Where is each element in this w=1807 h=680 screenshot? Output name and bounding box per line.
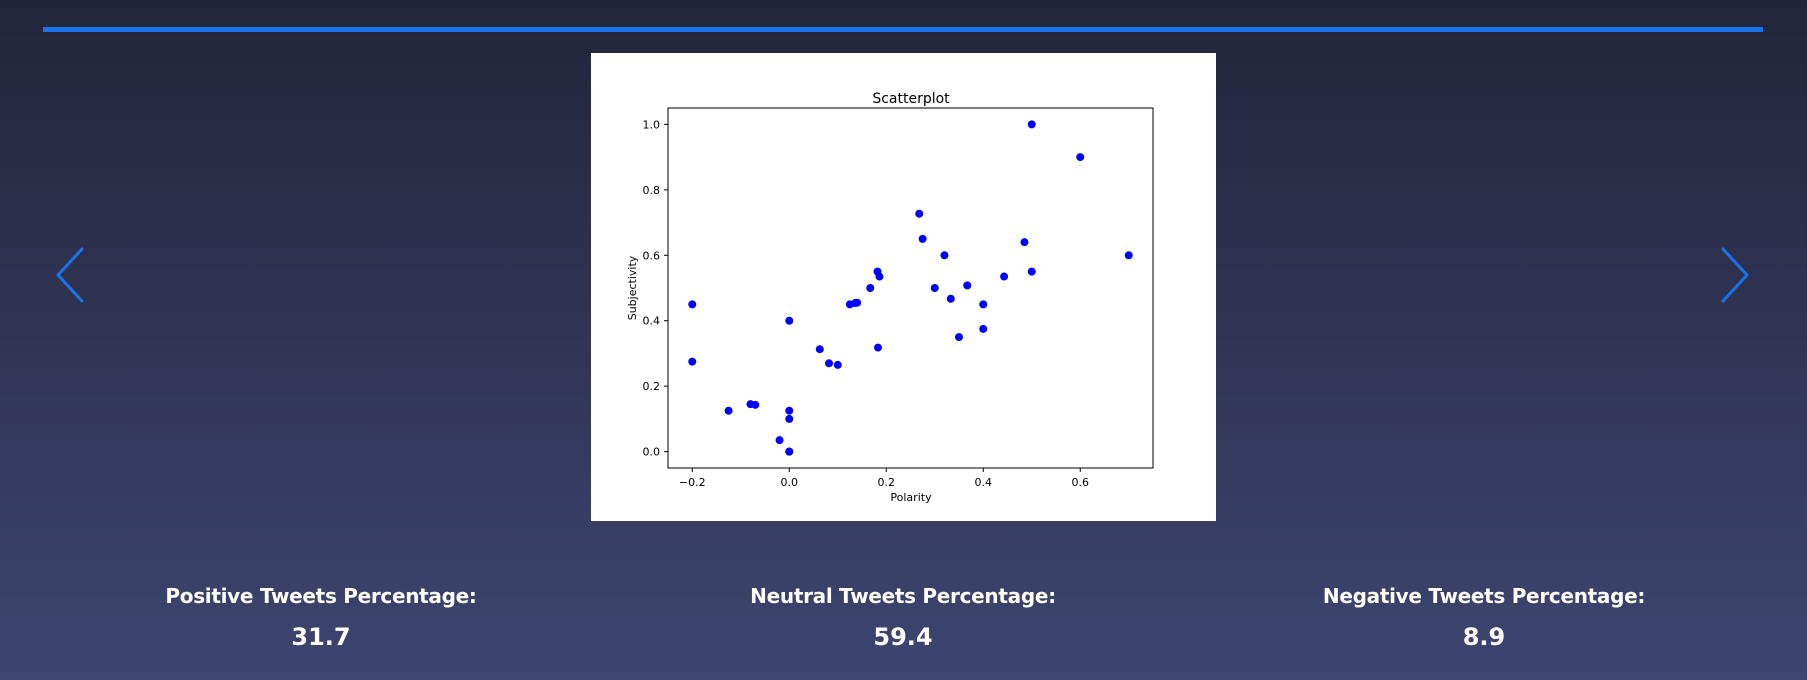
scatter-point	[785, 414, 794, 423]
positive-stat: Positive Tweets Percentage: 31.7	[71, 582, 571, 652]
plot-frame	[667, 107, 1154, 469]
positive-label: Positive Tweets Percentage:	[165, 584, 477, 608]
y-tick-label: 0.2	[643, 380, 661, 393]
scatter-point	[963, 281, 972, 290]
scatter-point	[833, 360, 842, 369]
scatter-point	[979, 324, 988, 333]
chevron-right-icon	[1721, 247, 1749, 303]
y-tick-label: 0.4	[643, 315, 661, 328]
scatter-point	[1076, 153, 1085, 162]
negative-stat: Negative Tweets Percentage: 8.9	[1234, 582, 1734, 652]
scatterplot-chart: Scatterplot −0.2 0.0 0.2 0.4 0.6 0.0 0.2 0.4 0.6…	[626, 91, 1154, 504]
scatter-point	[688, 357, 697, 366]
y-axis-label: Subjectivity	[626, 255, 639, 320]
scatter-point	[1027, 120, 1036, 129]
carousel-next-button[interactable]	[1713, 245, 1753, 305]
x-tick-label: 0.2	[878, 476, 896, 489]
scatter-point	[815, 345, 824, 354]
scatter-point	[785, 447, 794, 456]
scatter-point	[866, 284, 875, 292]
scatter-point	[955, 333, 963, 342]
scatter-point	[979, 300, 988, 309]
x-tick-label: −0.2	[679, 476, 706, 489]
scatter-point	[1000, 272, 1009, 281]
scatter-point	[874, 343, 883, 352]
scatter-point	[1124, 251, 1133, 260]
chart-title: Scatterplot	[872, 91, 950, 107]
x-axis-label: Polarity	[890, 491, 932, 504]
axes: −0.2 0.0 0.2 0.4 0.6 0.0 0.2 0.4 0.6 0.8 1.0	[643, 118, 1090, 489]
x-tick-label: 0.6	[1072, 476, 1090, 489]
chevron-left-icon	[56, 247, 84, 303]
scatter-point	[785, 406, 794, 415]
scatter-point	[875, 272, 884, 281]
negative-label: Negative Tweets Percentage:	[1322, 584, 1646, 608]
neutral-label: Neutral Tweets Percentage:	[750, 584, 1056, 608]
scatter-point	[915, 209, 924, 218]
scatter-point	[918, 234, 927, 243]
data-points	[688, 120, 1133, 456]
scatter-point	[1020, 238, 1029, 247]
scatter-point	[751, 400, 760, 409]
scatter-point	[1027, 267, 1036, 276]
x-tick-label: 0.4	[975, 476, 993, 489]
scatter-point	[825, 359, 834, 368]
carousel-prev-button[interactable]	[52, 245, 92, 305]
y-tick-label: 1.0	[643, 118, 661, 131]
scatter-point	[724, 406, 733, 415]
neutral-value: 59.4	[873, 623, 933, 651]
scatter-point	[930, 284, 939, 292]
scatter-point	[775, 436, 784, 445]
scatterplot-image: Scatterplot −0.2 0.0 0.2 0.4 0.6 0.0 0.2 0.4 0.6…	[591, 53, 1216, 521]
scatter-point	[940, 251, 949, 260]
scatter-point	[853, 298, 862, 307]
positive-value: 31.7	[291, 623, 351, 651]
carousel-progress-bar	[43, 27, 1763, 32]
scatter-point	[785, 316, 794, 325]
y-tick-label: 0.0	[643, 446, 661, 459]
scatter-point	[688, 300, 697, 309]
y-tick-label: 0.8	[643, 184, 661, 197]
scatter-point	[946, 294, 955, 303]
y-tick-label: 0.6	[643, 249, 661, 262]
x-tick-label: 0.0	[781, 476, 799, 489]
neutral-stat: Neutral Tweets Percentage: 59.4	[653, 582, 1153, 652]
negative-value: 8.9	[1462, 623, 1506, 651]
